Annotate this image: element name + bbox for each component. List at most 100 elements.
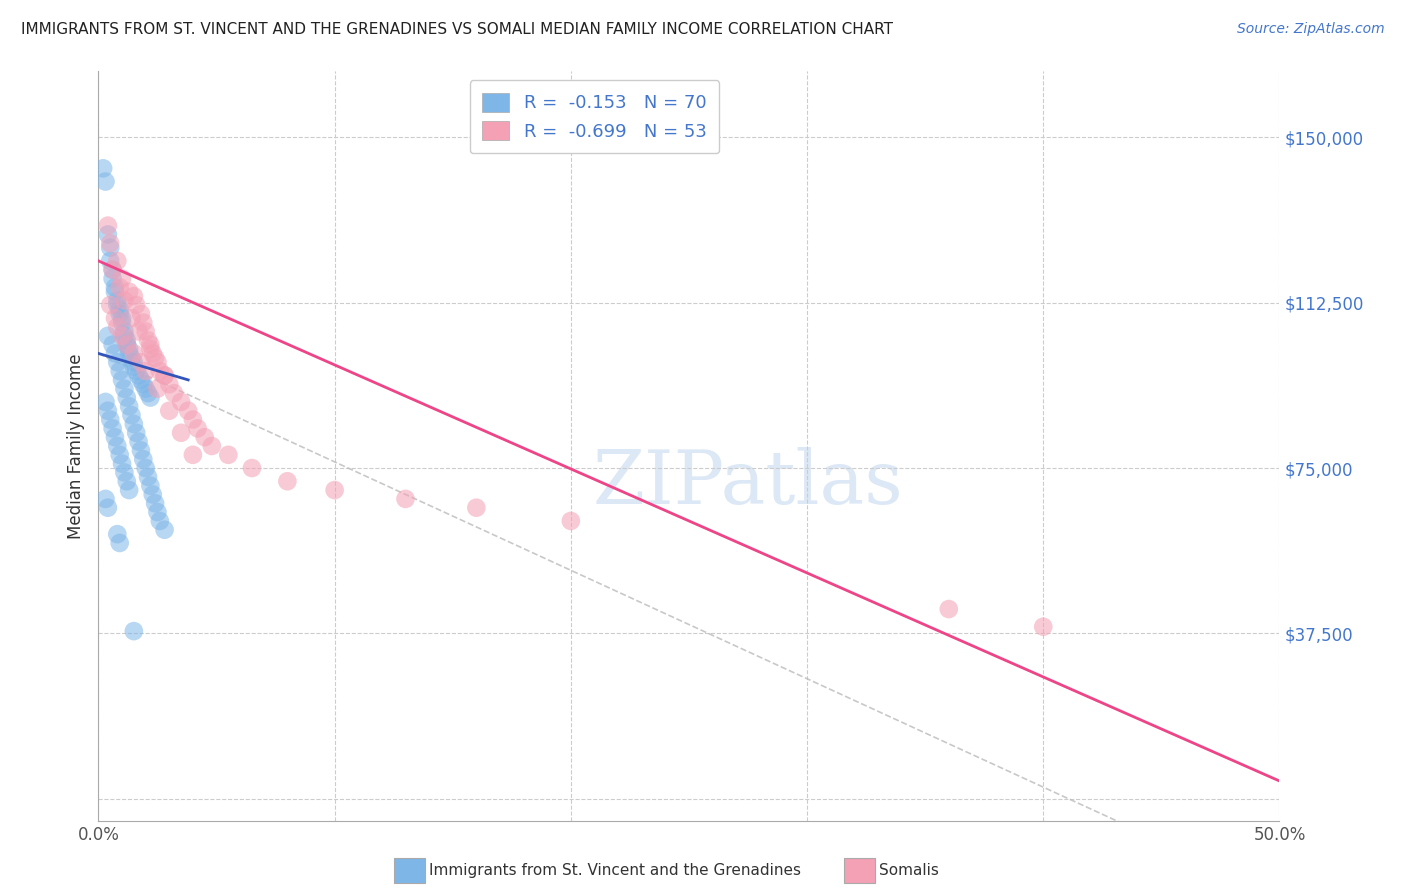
Point: [111, 316, 134, 330]
Point: [177, 403, 200, 417]
Point: [112, 328, 135, 343]
Point: [143, 496, 166, 510]
Point: [122, 359, 145, 374]
Point: [101, 262, 124, 277]
Point: [112, 293, 135, 308]
Point: [938, 602, 960, 616]
Point: [115, 475, 138, 489]
Point: [136, 386, 159, 401]
Point: [132, 452, 155, 467]
Point: [111, 328, 134, 343]
Point: [136, 470, 159, 484]
Point: [112, 382, 135, 396]
Point: [153, 523, 176, 537]
Point: [101, 421, 124, 435]
Point: [101, 271, 124, 285]
Point: [115, 337, 138, 351]
Point: [153, 368, 176, 383]
Point: [139, 478, 162, 492]
Point: [157, 403, 180, 417]
Point: [94, 175, 117, 189]
Point: [118, 483, 141, 497]
Point: [108, 364, 131, 378]
Point: [105, 527, 128, 541]
Point: [101, 337, 124, 351]
Point: [97, 403, 120, 417]
Point: [146, 355, 169, 369]
Point: [98, 241, 121, 255]
Point: [98, 236, 121, 251]
Point: [139, 391, 162, 405]
Text: Immigrants from St. Vincent and the Grenadines: Immigrants from St. Vincent and the Gren…: [429, 863, 801, 878]
Text: ZIPatlas: ZIPatlas: [592, 447, 904, 520]
Point: [104, 430, 127, 444]
Point: [129, 355, 152, 369]
Point: [170, 395, 193, 409]
Point: [132, 377, 155, 392]
Point: [111, 271, 134, 285]
Point: [163, 386, 186, 401]
Point: [108, 280, 131, 294]
Point: [132, 316, 155, 330]
Point: [181, 448, 204, 462]
Point: [112, 325, 135, 339]
Point: [194, 430, 217, 444]
Point: [170, 425, 193, 440]
Point: [105, 253, 128, 268]
Point: [217, 448, 239, 462]
Point: [125, 364, 148, 378]
Point: [135, 382, 157, 396]
Point: [98, 412, 121, 426]
Point: [394, 491, 416, 506]
Point: [98, 253, 121, 268]
Point: [97, 328, 120, 343]
Text: Somalis: Somalis: [879, 863, 939, 878]
Point: [128, 434, 150, 449]
Point: [128, 368, 150, 383]
Point: [146, 382, 169, 396]
Point: [94, 395, 117, 409]
Point: [125, 425, 148, 440]
Text: Source: ZipAtlas.com: Source: ZipAtlas.com: [1237, 22, 1385, 37]
Point: [139, 337, 162, 351]
Point: [115, 391, 138, 405]
Point: [108, 536, 131, 550]
Point: [111, 311, 134, 326]
Point: [112, 466, 135, 480]
Point: [142, 346, 165, 360]
Point: [104, 285, 127, 299]
Point: [122, 289, 145, 303]
Point: [149, 364, 172, 378]
Legend: R =  -0.153   N = 70, R =  -0.699   N = 53: R = -0.153 N = 70, R = -0.699 N = 53: [470, 80, 720, 153]
Point: [118, 400, 141, 414]
Point: [129, 443, 152, 458]
Point: [104, 311, 127, 326]
Point: [121, 408, 143, 422]
Point: [128, 325, 150, 339]
Point: [111, 457, 134, 471]
Point: [122, 624, 145, 639]
Point: [1032, 620, 1054, 634]
Point: [323, 483, 346, 497]
Point: [104, 346, 127, 360]
Point: [560, 514, 582, 528]
Point: [136, 333, 159, 347]
Point: [143, 351, 166, 365]
Point: [91, 161, 114, 176]
Point: [105, 320, 128, 334]
Point: [139, 342, 162, 356]
Point: [98, 298, 121, 312]
Point: [97, 219, 120, 233]
Point: [101, 262, 124, 277]
Point: [129, 373, 152, 387]
Point: [121, 311, 143, 326]
Point: [108, 307, 131, 321]
Point: [465, 500, 488, 515]
Point: [118, 346, 141, 360]
Point: [276, 475, 298, 489]
Point: [187, 421, 209, 435]
Point: [153, 368, 176, 383]
Point: [157, 377, 180, 392]
Point: [122, 346, 145, 360]
Point: [135, 325, 157, 339]
